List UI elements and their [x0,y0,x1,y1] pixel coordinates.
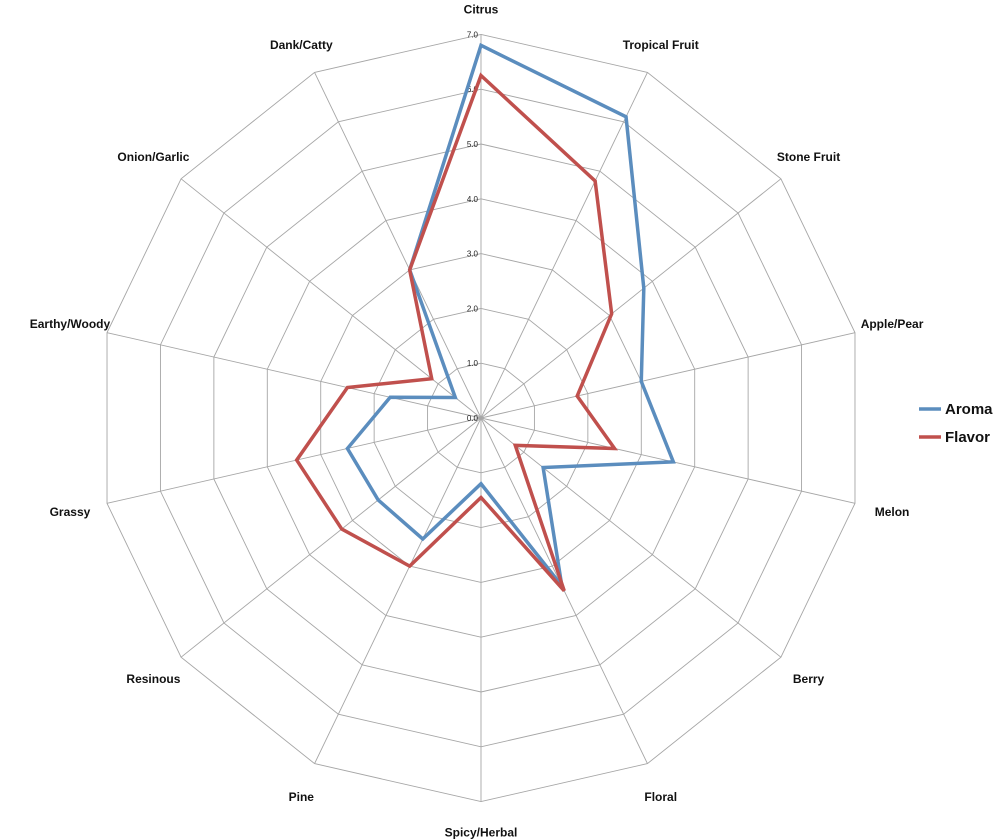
legend: Aroma Flavor [919,401,993,446]
category-label: Dank/Catty [270,38,333,52]
tick-label: 3.0 [467,250,479,259]
category-labels: Citrus Tropical Fruit Stone Fruit Apple/Pea… [30,3,924,840]
category-label: Apple/Pear [861,317,924,331]
category-label: Onion/Garlic [117,150,189,164]
category-label: Melon [875,505,910,519]
grid-spoke [480,178,782,419]
grid-spoke [314,72,482,419]
tick-label: 1.0 [467,359,479,368]
category-label: Berry [793,672,825,686]
grid-spoke [180,417,482,658]
tick-label: 0.0 [467,414,479,423]
category-label: Resinous [126,672,180,686]
grid-spoke [480,332,856,419]
grid-spoke [314,417,482,764]
grid-spoke [106,332,482,419]
grid-spoke [480,417,782,658]
category-label: Pine [289,790,315,804]
tick-label: 7.0 [467,30,479,39]
category-label: Grassy [50,505,91,519]
series-lines [294,42,676,593]
tick-label: 4.0 [467,195,479,204]
tick-label: 6.0 [467,85,479,94]
legend-label: Flavor [945,429,990,446]
series-flavor [294,72,619,592]
category-label: Tropical Fruit [623,38,699,52]
radial-tick-labels: 0.0 1.0 2.0 3.0 4.0 5.0 6.0 7.0 [467,30,479,423]
grid-spoke [106,417,482,504]
legend-label: Aroma [945,401,993,418]
radar-grid [106,33,856,803]
category-label: Spicy/Herbal [445,825,518,839]
category-label: Floral [644,790,677,804]
tick-label: 2.0 [467,304,479,313]
series-aroma [345,42,676,593]
category-label: Earthy/Woody [30,317,111,331]
grid-spoke [180,178,482,419]
category-label: Citrus [464,3,499,17]
category-label: Stone Fruit [777,150,840,164]
grid-spoke [480,72,648,419]
tick-label: 5.0 [467,140,479,149]
